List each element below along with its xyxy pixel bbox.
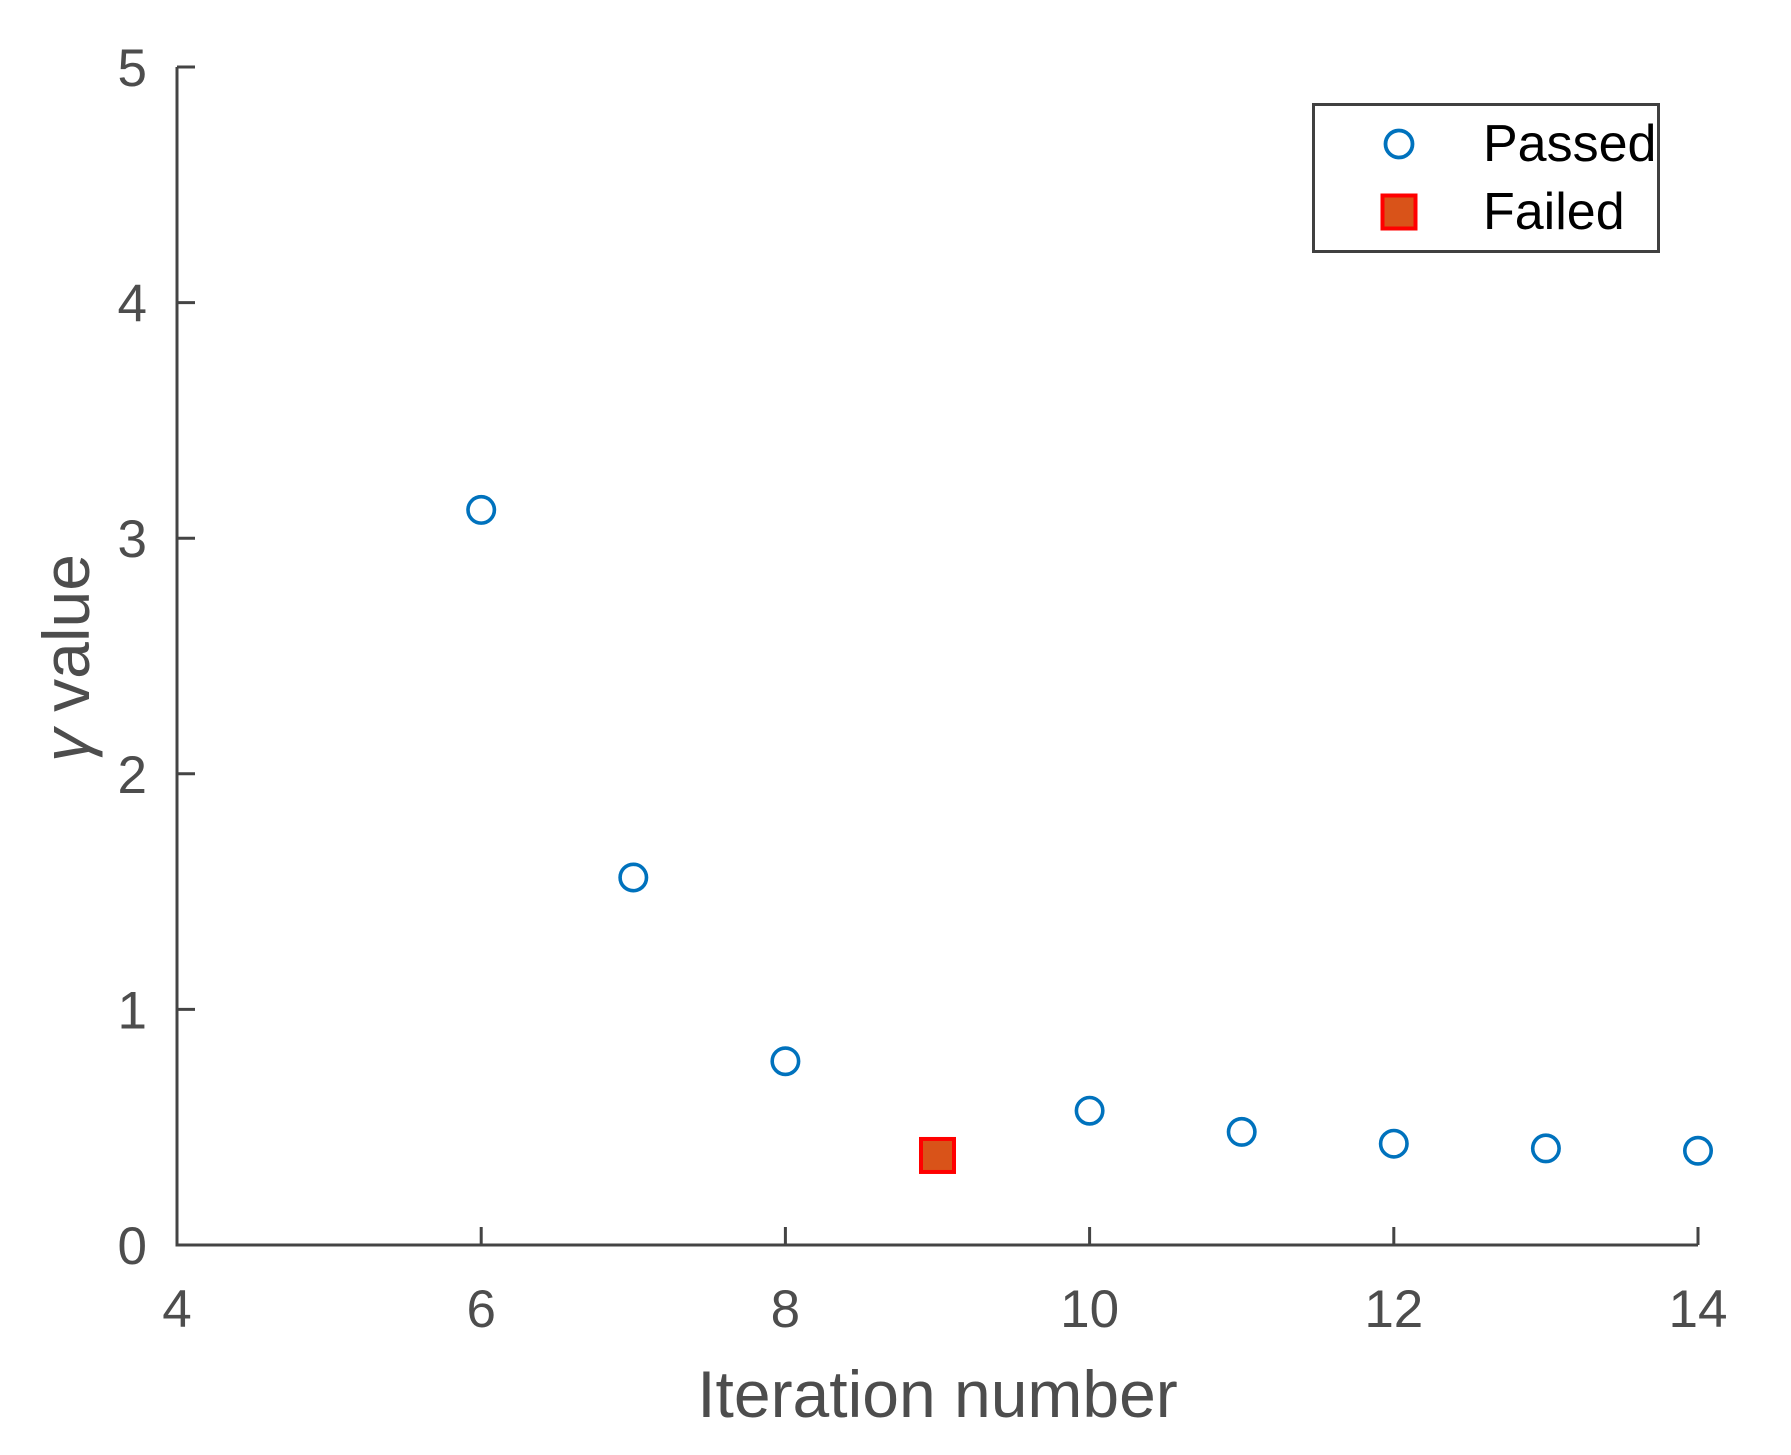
x-tick-label: 4 xyxy=(162,1280,191,1339)
y-tick-label: 5 xyxy=(118,39,147,98)
data-point-passed xyxy=(1683,1135,1714,1166)
x-tick-label: 10 xyxy=(1060,1280,1119,1339)
legend-item-passed: Passed xyxy=(1315,117,1657,171)
legend-label-failed: Failed xyxy=(1483,183,1625,241)
y-axis-label-text: value xyxy=(29,554,103,712)
passed-circle-icon xyxy=(1315,126,1483,162)
y-tick-label: 2 xyxy=(118,746,147,805)
y-tick-label: 3 xyxy=(118,510,147,569)
data-point-passed xyxy=(1226,1116,1257,1147)
data-point-passed xyxy=(1530,1133,1561,1164)
x-axis-label: Iteration number xyxy=(697,1357,1178,1431)
failed-square-icon xyxy=(1315,192,1483,232)
legend: Passed Failed xyxy=(1312,103,1660,253)
gamma-symbol: γ xyxy=(29,728,103,762)
legend-item-failed: Failed xyxy=(1315,185,1657,239)
data-point-failed xyxy=(919,1136,956,1174)
y-tick-label: 1 xyxy=(118,981,147,1040)
data-point-passed xyxy=(466,494,497,525)
y-tick-label: 0 xyxy=(118,1217,147,1276)
y-axis-label: γ value xyxy=(26,458,106,858)
y-tick-label: 4 xyxy=(118,275,147,334)
x-tick-label: 14 xyxy=(1669,1280,1728,1339)
data-point-passed xyxy=(1074,1095,1105,1126)
data-point-passed xyxy=(770,1046,801,1077)
data-point-passed xyxy=(618,862,649,893)
x-tick-label: 6 xyxy=(466,1280,495,1339)
x-tick-label: 8 xyxy=(771,1280,800,1339)
x-tick-label: 12 xyxy=(1364,1280,1423,1339)
legend-label-passed: Passed xyxy=(1483,115,1657,173)
data-point-passed xyxy=(1378,1128,1409,1159)
